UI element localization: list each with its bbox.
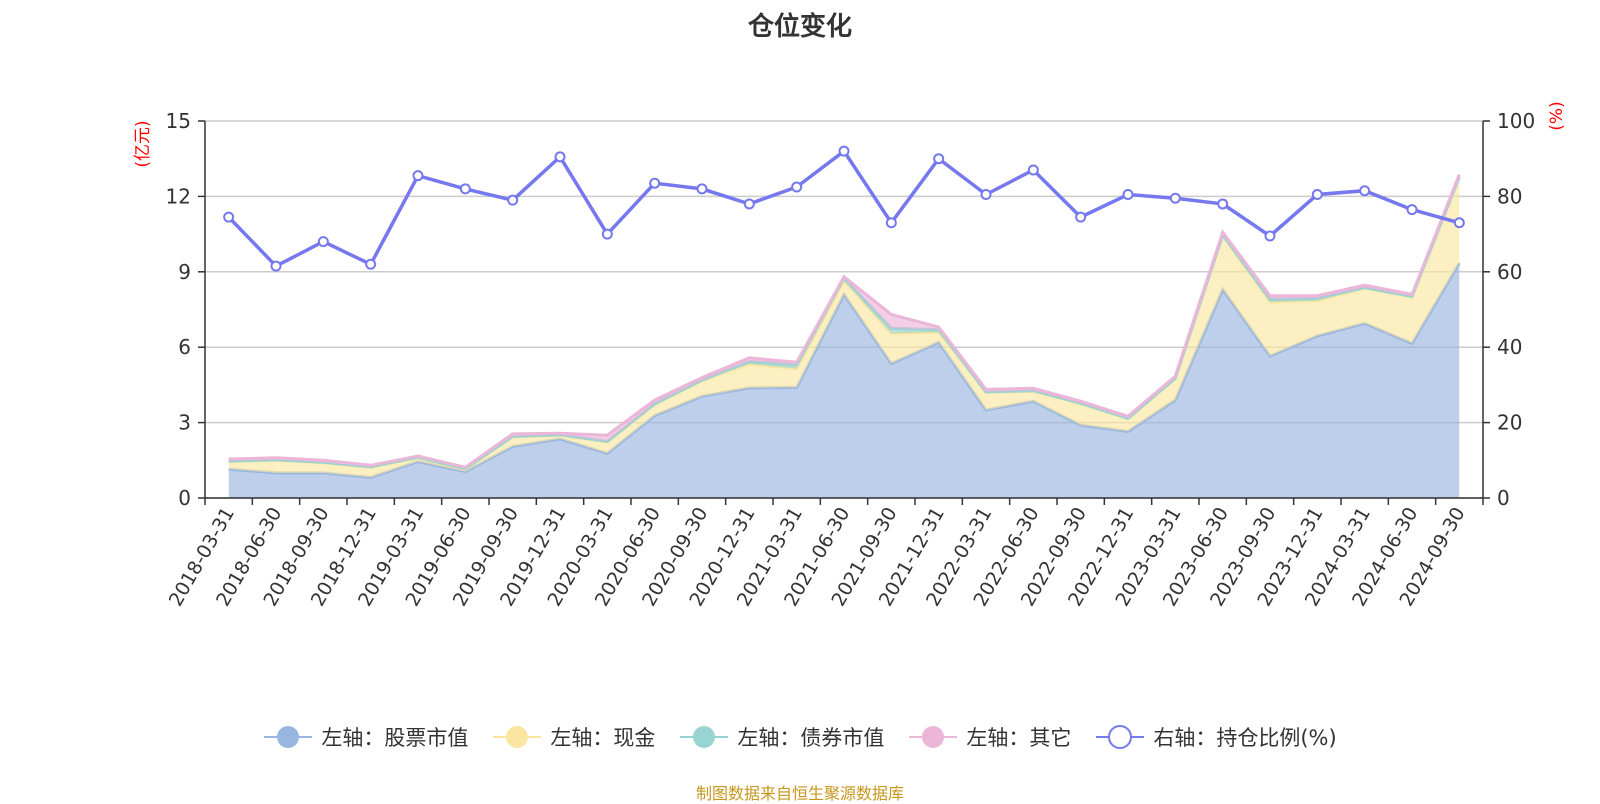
position-ratio-point xyxy=(270,260,282,272)
legend: 左轴：股票市值 左轴：现金 左轴：债券市值 左轴：其它 右轴：持仓比例(%) xyxy=(0,722,1600,752)
legend-label: 左轴：其它 xyxy=(966,726,1072,750)
legend-item[interactable]: 右轴：持仓比例(%) xyxy=(1095,722,1337,752)
position-ratio-point xyxy=(743,198,755,210)
right-tick-label: 40 xyxy=(1497,335,1522,359)
left-tick-label: 15 xyxy=(166,109,191,133)
position-ratio-point xyxy=(838,145,850,157)
left-tick-label: 6 xyxy=(178,335,191,359)
position-ratio-point xyxy=(696,183,708,195)
position-ratio-line xyxy=(227,148,1460,269)
legend-label: 左轴：现金 xyxy=(550,726,656,750)
chart-title: 仓位变化 xyxy=(747,12,852,42)
right-tick-label: 80 xyxy=(1497,184,1522,208)
right-tick-label: 60 xyxy=(1497,260,1522,284)
area-layer xyxy=(228,173,1461,498)
position-ratio-point xyxy=(1169,192,1181,204)
legend-marker-icon xyxy=(264,726,313,748)
other-line xyxy=(228,173,1461,469)
position-ratio-point xyxy=(601,228,613,240)
position-ratio-point xyxy=(791,181,803,193)
right-axis-unit: (%) xyxy=(1547,101,1567,130)
position-ratio-point xyxy=(1264,230,1276,242)
source-note: 制图数据来自恒生聚源数据库 xyxy=(695,784,904,803)
position-ratio-point xyxy=(1453,217,1465,229)
right-tick-label: 100 xyxy=(1497,109,1535,133)
legend-item[interactable]: 左轴：现金 xyxy=(492,722,655,752)
left-tick-label: 0 xyxy=(178,486,191,510)
legend-label: 左轴：债券市值 xyxy=(737,726,885,750)
legend-label: 左轴：股票市值 xyxy=(321,726,469,750)
left-tick-label: 3 xyxy=(178,411,191,435)
position-ratio-point xyxy=(1359,185,1371,197)
stock-area xyxy=(228,263,1460,498)
position-ratio-point xyxy=(1217,198,1229,210)
position-ratio-point xyxy=(1027,164,1039,176)
position-ratio-point xyxy=(933,153,945,165)
position-ratio-point xyxy=(317,236,329,248)
legend-marker-icon xyxy=(680,726,729,748)
legend-marker-icon xyxy=(909,726,958,748)
legend-item[interactable]: 左轴：债券市值 xyxy=(679,722,884,752)
position-ratio-point xyxy=(459,183,471,195)
legend-item[interactable]: 左轴：股票市值 xyxy=(263,722,468,752)
position-ratio-point xyxy=(649,177,661,189)
position-ratio-point xyxy=(1075,211,1087,223)
position-ratio-point xyxy=(223,211,235,223)
position-ratio-point xyxy=(980,189,992,201)
position-ratio-point xyxy=(412,170,424,182)
left-tick-label: 9 xyxy=(178,260,191,284)
legend-label: 右轴：持仓比例(%) xyxy=(1153,726,1337,750)
position-ratio-point xyxy=(365,258,377,270)
axis-layer xyxy=(198,120,1490,505)
legend-marker-icon xyxy=(493,726,542,748)
position-ratio-point xyxy=(1311,189,1323,201)
position-ratio-point xyxy=(1406,204,1418,216)
position-ratio-point xyxy=(885,217,897,229)
position-ratio-point xyxy=(554,151,566,163)
right-tick-label: 0 xyxy=(1497,486,1510,510)
left-axis-unit: (亿元) xyxy=(133,120,153,167)
position-ratio-point xyxy=(507,194,519,206)
right-tick-label: 20 xyxy=(1497,411,1522,435)
line-layer xyxy=(223,145,1465,272)
cash-area xyxy=(228,177,1460,478)
position-ratio-point xyxy=(1122,189,1134,201)
legend-item[interactable]: 左轴：其它 xyxy=(908,722,1071,752)
left-tick-label: 12 xyxy=(166,184,191,208)
legend-marker-icon xyxy=(1096,725,1145,749)
